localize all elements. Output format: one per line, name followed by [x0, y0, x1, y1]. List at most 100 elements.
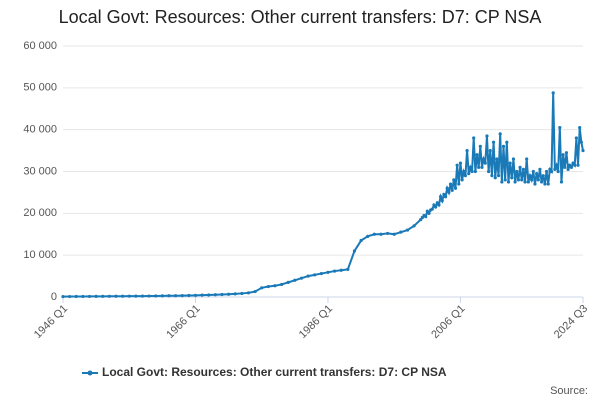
x-tick-label: 1966 Q1	[164, 303, 202, 341]
point	[379, 232, 383, 236]
point	[543, 182, 547, 186]
point	[579, 140, 583, 144]
point	[140, 294, 145, 298]
point	[541, 174, 545, 178]
point	[521, 167, 525, 172]
point	[500, 180, 504, 184]
point	[498, 132, 502, 136]
point	[445, 186, 449, 190]
point	[174, 294, 178, 298]
point	[240, 291, 244, 296]
point	[424, 215, 428, 219]
point	[405, 228, 410, 232]
point	[581, 148, 585, 153]
point	[332, 269, 337, 273]
point	[566, 167, 570, 172]
point	[412, 224, 416, 228]
point	[438, 195, 443, 199]
point	[473, 169, 477, 174]
point	[346, 267, 350, 271]
point	[508, 161, 512, 165]
point	[515, 169, 519, 174]
point	[465, 148, 469, 153]
x-tick-label: 1986 Q1	[297, 303, 335, 341]
point	[488, 148, 492, 153]
point	[477, 165, 481, 169]
point	[200, 293, 204, 297]
point	[147, 294, 151, 298]
point	[513, 180, 517, 184]
point	[227, 292, 231, 296]
point	[533, 182, 537, 186]
point	[167, 294, 171, 298]
point	[478, 144, 482, 148]
point	[574, 136, 578, 140]
point	[61, 294, 65, 299]
point	[472, 136, 476, 140]
point	[187, 293, 191, 298]
point	[313, 273, 317, 277]
point	[114, 294, 118, 298]
point	[578, 125, 582, 130]
point	[326, 270, 330, 274]
point	[352, 249, 357, 253]
point	[207, 293, 211, 297]
point	[160, 294, 164, 298]
point	[493, 176, 497, 180]
point	[443, 195, 448, 199]
x-tick-label: 1946 Q1	[32, 303, 70, 341]
point	[448, 182, 453, 186]
point	[127, 294, 131, 298]
y-tick-label: 20 000	[23, 207, 57, 219]
point	[539, 180, 544, 184]
y-tick-label: 60 000	[23, 40, 57, 52]
point	[544, 169, 549, 174]
point	[319, 271, 323, 276]
point	[293, 278, 297, 282]
point	[266, 284, 270, 289]
point	[450, 188, 454, 192]
point	[193, 293, 198, 297]
point	[392, 232, 396, 236]
point	[74, 294, 78, 299]
point	[470, 169, 474, 174]
point	[520, 178, 524, 182]
point	[437, 203, 441, 207]
point	[549, 169, 554, 174]
point	[528, 174, 532, 178]
point	[531, 169, 535, 174]
point	[447, 190, 451, 195]
point	[273, 284, 277, 288]
point	[306, 274, 310, 278]
y-tick-label: 0	[51, 291, 57, 303]
point	[526, 180, 530, 184]
point	[121, 294, 125, 298]
legend-marker	[87, 370, 93, 376]
point	[523, 180, 527, 184]
point	[505, 140, 509, 144]
point	[107, 294, 111, 298]
point	[482, 157, 486, 161]
point	[427, 211, 431, 215]
point	[434, 205, 438, 209]
point	[299, 276, 304, 280]
point	[233, 292, 237, 296]
point	[556, 169, 560, 174]
point	[506, 180, 511, 184]
point	[81, 294, 85, 299]
point	[558, 125, 562, 130]
point	[87, 294, 92, 299]
point	[485, 134, 489, 138]
point	[385, 231, 390, 236]
point	[503, 178, 507, 182]
point	[551, 91, 555, 95]
point	[68, 294, 72, 299]
point	[180, 294, 184, 298]
point	[490, 174, 494, 178]
point	[457, 182, 461, 186]
point	[458, 161, 463, 165]
point	[253, 289, 257, 294]
source: Source:	[550, 385, 588, 397]
